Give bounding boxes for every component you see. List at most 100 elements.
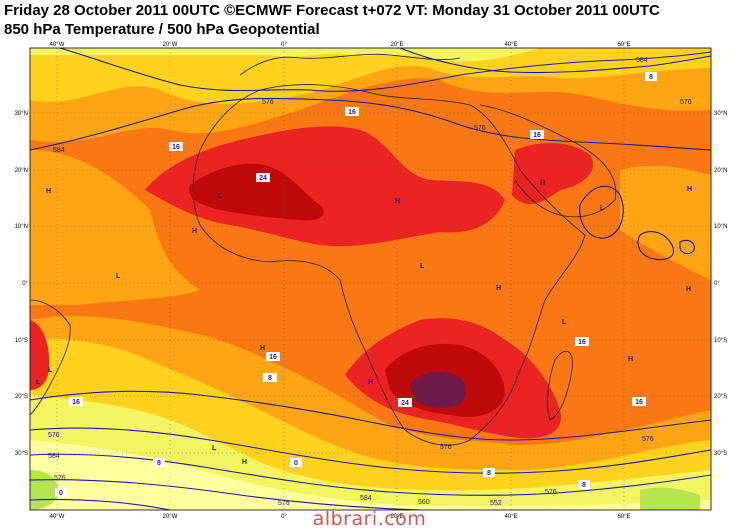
geopotential-contour-584-north bbox=[30, 97, 711, 151]
pressure-mark: H bbox=[687, 186, 692, 193]
geopotential-contour-568-north bbox=[399, 48, 711, 74]
lon-tick-top: 60°E bbox=[617, 42, 630, 48]
lon-tick-bottom: 60°E bbox=[617, 514, 630, 520]
pressure-mark: L bbox=[562, 319, 567, 326]
lat-tick-left: 30°S bbox=[15, 451, 28, 457]
coastline-south-america bbox=[30, 299, 71, 416]
geopotential-label: 576 bbox=[545, 489, 557, 496]
geopotential-label: 576 bbox=[262, 99, 274, 106]
temp-label-16-g: 16 bbox=[635, 399, 643, 406]
temp-label-8-c: 8 bbox=[157, 460, 161, 467]
temp-label-8-a: 8 bbox=[268, 375, 272, 382]
lat-tick-right: 20°S bbox=[714, 394, 727, 400]
temp-core-kalahari bbox=[410, 371, 466, 408]
contour-label-box bbox=[483, 468, 495, 477]
contour-label-box bbox=[153, 458, 165, 467]
lon-tick-bottom: 20°E bbox=[390, 514, 403, 520]
geopotential-label: 576 bbox=[680, 99, 692, 106]
geopotential-contour-552-south bbox=[30, 498, 171, 510]
pressure-mark: H bbox=[686, 286, 691, 293]
lat-tick-right: 10°S bbox=[714, 338, 727, 344]
temp-label-16-b: 16 bbox=[348, 109, 356, 116]
pressure-mark: H bbox=[260, 345, 265, 352]
coastline-arabia bbox=[479, 104, 617, 218]
geopotential-label: 576 bbox=[642, 436, 654, 443]
contour-label-box bbox=[578, 480, 590, 489]
temp-hot-arabia bbox=[512, 143, 594, 205]
pressure-mark: L bbox=[48, 367, 53, 374]
contour-label-box bbox=[263, 373, 277, 382]
lon-tick-top: 0° bbox=[281, 42, 287, 48]
temp-label-24-b: 24 bbox=[401, 400, 409, 407]
contour-label-box bbox=[575, 337, 589, 346]
pressure-mark: H bbox=[628, 356, 633, 363]
pressure-mark: H bbox=[540, 180, 545, 187]
map-frame bbox=[29, 47, 712, 511]
geopotential-contour-560-south bbox=[30, 479, 421, 510]
geopotential-contour-arabian-sea bbox=[637, 231, 674, 261]
pressure-mark: H bbox=[395, 198, 400, 205]
pressure-mark: H bbox=[368, 379, 373, 386]
temp-label-8-d: 8 bbox=[487, 470, 491, 477]
coastline-madagascar bbox=[547, 350, 573, 421]
temp-band-east-16 bbox=[620, 165, 711, 280]
temp-core-sahara bbox=[189, 163, 324, 221]
geopotential-label: 576 bbox=[48, 432, 60, 439]
lat-tick-left: 20°N bbox=[15, 168, 28, 174]
geopotential-label: 560 bbox=[418, 499, 430, 506]
lon-tick-top: 40°E bbox=[504, 42, 517, 48]
temp-band-west-16 bbox=[30, 150, 200, 305]
lat-tick-right: 0° bbox=[714, 281, 720, 287]
geopotential-label: 552 bbox=[490, 500, 502, 507]
watermark: albrari.com bbox=[312, 508, 427, 530]
pressure-mark: H bbox=[242, 459, 247, 466]
temp-label-16-e: 16 bbox=[72, 399, 80, 406]
lat-tick-left: 10°N bbox=[15, 224, 28, 230]
temp-hot-west-coast bbox=[30, 320, 50, 390]
geopotential-contour-584-south bbox=[30, 390, 711, 441]
contour-label-box bbox=[530, 130, 544, 139]
temp-label-16-f: 16 bbox=[578, 339, 586, 346]
lat-tick-left: 30°N bbox=[15, 111, 28, 117]
lat-tick-left: 20°S bbox=[15, 394, 28, 400]
lat-tick-right: 30°S bbox=[714, 451, 727, 457]
geopotential-label: 576 bbox=[474, 125, 486, 132]
contour-label-box bbox=[290, 458, 302, 467]
lat-tick-right: 30°N bbox=[714, 111, 727, 117]
geopotential-contour-576-north bbox=[59, 48, 711, 92]
temp-band-green bbox=[640, 487, 700, 510]
pressure-mark: L bbox=[600, 205, 605, 212]
temp-label-8-b: 8 bbox=[649, 74, 653, 81]
lat-tick-right: 10°N bbox=[714, 224, 727, 230]
lat-tick-right: 20°N bbox=[714, 168, 727, 174]
contour-label-box bbox=[645, 72, 657, 81]
forecast-title: Friday 28 October 2011 00UTC ©ECMWF Fore… bbox=[4, 2, 660, 19]
pressure-mark: H bbox=[496, 285, 501, 292]
contour-label-box bbox=[256, 173, 270, 182]
lon-tick-top: 40°W bbox=[50, 42, 65, 48]
temp-hot-sahara bbox=[145, 126, 505, 247]
geopotential-contour-568-south bbox=[30, 453, 711, 496]
geopotential-label: 584 bbox=[636, 57, 648, 64]
contour-label-box bbox=[169, 142, 183, 151]
temp-band-north-8 bbox=[30, 48, 540, 62]
geopotential-label: 584 bbox=[360, 495, 372, 502]
geopotential-label: 576 bbox=[440, 444, 452, 451]
temp-label-24-a: 24 bbox=[259, 175, 267, 182]
lon-tick-bottom: 40°E bbox=[504, 514, 517, 520]
temp-label-16-a: 16 bbox=[172, 144, 180, 151]
lon-tick-top: 20°E bbox=[390, 42, 403, 48]
coastline-africa bbox=[192, 84, 586, 446]
temp-label-16-c: 16 bbox=[533, 132, 541, 139]
pressure-mark: L bbox=[420, 263, 425, 270]
lat-tick-left: 0° bbox=[22, 281, 28, 287]
geopotential-label: 584 bbox=[53, 147, 65, 154]
temp-label-16-d: 16 bbox=[269, 354, 277, 361]
coastline-europe bbox=[239, 53, 461, 76]
contour-label-box bbox=[398, 398, 412, 407]
pressure-mark: L bbox=[116, 273, 121, 280]
contour-label-box bbox=[632, 397, 646, 406]
contour-label-box bbox=[266, 352, 280, 361]
contour-label-box bbox=[55, 488, 67, 497]
